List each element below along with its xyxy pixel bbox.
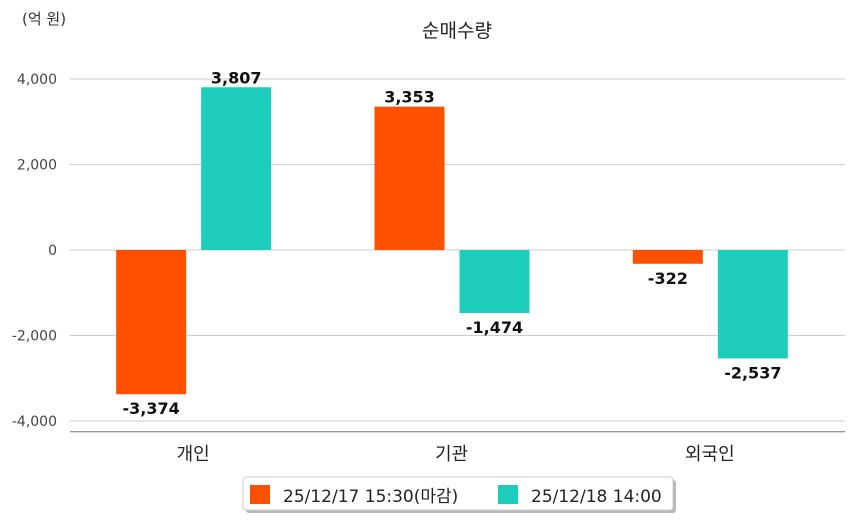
data-label: -2,537 (724, 363, 781, 382)
bar-0-2[interactable] (632, 250, 703, 264)
legend-label-0[interactable]: 25/12/17 15:30(마감) (283, 487, 458, 507)
x-tick-label: 개인 (177, 444, 210, 465)
bar-0-0[interactable] (116, 250, 187, 395)
bar-0-1[interactable] (374, 106, 445, 251)
legend-label-1[interactable]: 25/12/18 14:00 (531, 487, 662, 507)
data-label: 3,807 (211, 68, 262, 87)
legend: 25/12/17 15:30(마감) 25/12/18 14:00 (242, 476, 676, 513)
data-label: -1,474 (466, 318, 523, 337)
bar-1-2[interactable] (717, 250, 788, 359)
legend-swatch-1 (498, 485, 518, 504)
bar-1-0[interactable] (201, 87, 272, 250)
y-tick-label: -4,000 (12, 414, 57, 430)
legend-swatch-0 (250, 485, 270, 504)
bar-1-1[interactable] (459, 250, 530, 314)
data-label: -322 (648, 269, 688, 288)
chart-title: 순매수량 (422, 20, 492, 42)
y-tick-label: -2,000 (12, 329, 57, 345)
data-label: -3,374 (123, 399, 180, 418)
unit-label: (억 원) (22, 10, 66, 28)
y-tick-label: 0 (48, 243, 57, 259)
y-tick-label: 2,000 (17, 158, 57, 174)
x-tick-label: 외국인 (685, 444, 735, 465)
y-tick-label: 4,000 (17, 72, 57, 88)
x-tick-label: 기관 (435, 444, 468, 465)
data-label: 3,353 (384, 88, 435, 107)
